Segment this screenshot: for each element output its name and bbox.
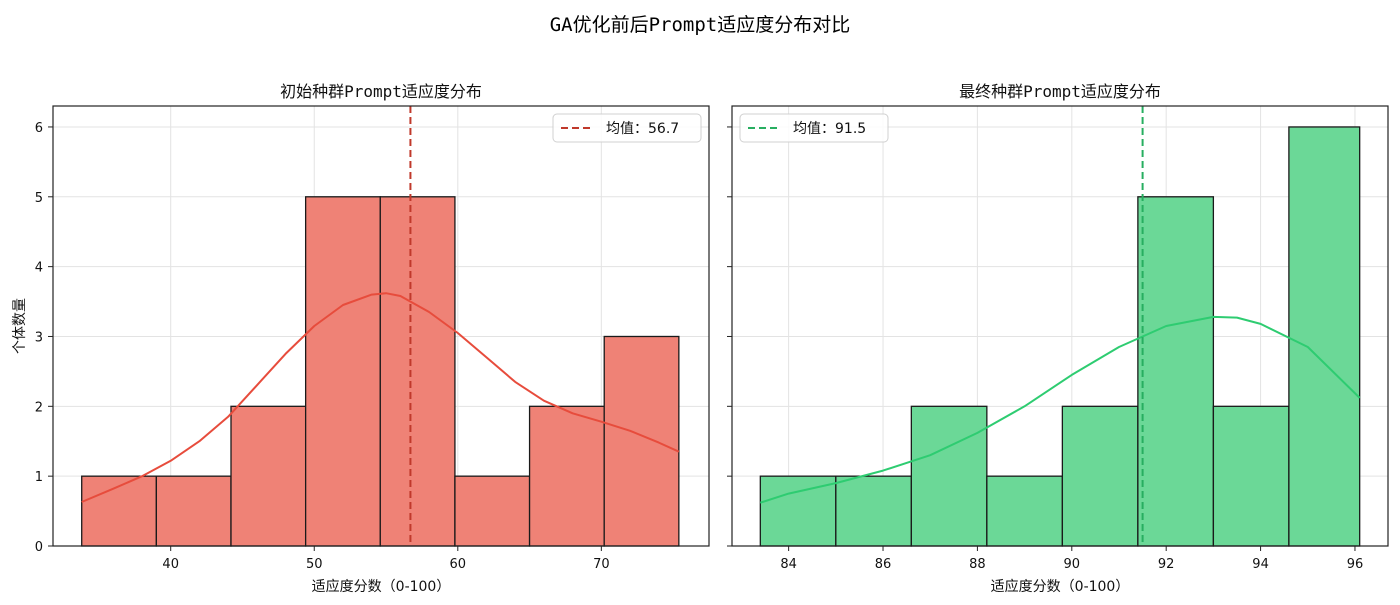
x-tick-label: 88 (969, 557, 986, 572)
x-tick-label: 94 (1252, 557, 1269, 572)
histogram-bar (1288, 126, 1361, 547)
legend: 均值：56.7 (552, 113, 702, 143)
kde-curve (759, 315, 1361, 504)
y-tick-label: 5 (35, 191, 43, 206)
x-tick-label: 70 (593, 557, 610, 572)
subplot-title: 初始种群Prompt适应度分布 (280, 82, 482, 101)
histogram-bar (1137, 196, 1215, 547)
y-tick-label: 3 (35, 330, 43, 345)
x-axis-label: 适应度分数（0-100） (991, 578, 1130, 595)
subplot-final: 84 86 88 90 92 94 96 最终种群Prompt适应度分布适应度分数（0-100… (727, 82, 1389, 595)
histogram-bar (1212, 405, 1290, 547)
x-tick-label: 50 (306, 557, 323, 572)
kde-curve (81, 292, 680, 503)
x-tick-label: 60 (450, 557, 467, 572)
y-tick-label: 0 (35, 540, 43, 555)
x-axis-label: 适应度分数（0-100） (312, 578, 451, 595)
histogram-bar (230, 405, 307, 547)
histogram-bar (528, 405, 605, 547)
legend: 均值：91.5 (739, 113, 889, 143)
histogram-bar (1061, 405, 1139, 547)
x-tick-label: 96 (1347, 557, 1364, 572)
histogram-bar (986, 475, 1064, 547)
histogram-bar (304, 196, 381, 547)
legend-label: 均值：56.7 (606, 121, 679, 137)
y-tick-label: 1 (35, 470, 43, 485)
y-tick-label: 4 (35, 261, 43, 276)
x-tick-label: 90 (1064, 557, 1081, 572)
subplot-title: 最终种群Prompt适应度分布 (959, 82, 1161, 101)
legend-label: 均值：91.5 (793, 121, 866, 137)
y-tick-label: 2 (35, 400, 43, 415)
histogram-bar (603, 335, 680, 547)
x-tick-label: 86 (875, 557, 892, 572)
histogram-bar (155, 475, 232, 547)
axes-frame (731, 105, 1389, 547)
y-tick-label: 6 (35, 121, 43, 136)
histogram-bar (81, 475, 158, 547)
histogram-bar (910, 405, 988, 547)
x-tick-label: 92 (1158, 557, 1175, 572)
histogram-bar (454, 475, 531, 547)
histogram-bar (835, 475, 912, 547)
histogram-bar (759, 475, 837, 547)
histogram-bar (379, 196, 456, 547)
figure-title: GA优化前后Prompt适应度分布对比 (549, 14, 851, 36)
x-tick-label: 40 (162, 557, 179, 572)
axes-frame (52, 105, 710, 547)
y-axis-label: 个体数量 (12, 298, 28, 354)
x-tick-label: 84 (780, 557, 797, 572)
subplot-initial: 40 50 60 70 0 1 2 3 4 5 6 初始种群Prompt适应度分布适应度分数（0-10… (35, 82, 710, 595)
